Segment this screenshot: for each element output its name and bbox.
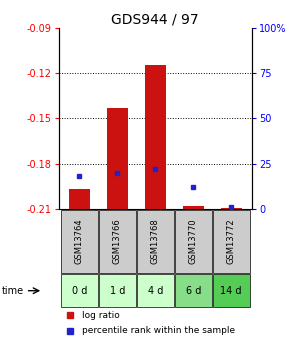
FancyBboxPatch shape: [212, 274, 250, 307]
Text: percentile rank within the sample: percentile rank within the sample: [82, 326, 235, 335]
FancyBboxPatch shape: [99, 210, 136, 273]
Bar: [221, 208, 241, 209]
FancyBboxPatch shape: [175, 274, 212, 307]
Text: 4 d: 4 d: [148, 286, 163, 296]
Bar: [107, 108, 128, 209]
FancyBboxPatch shape: [137, 274, 174, 307]
Text: 1 d: 1 d: [110, 286, 125, 296]
Text: 14 d: 14 d: [220, 286, 242, 296]
Bar: [183, 206, 204, 209]
FancyBboxPatch shape: [175, 210, 212, 273]
Title: GDS944 / 97: GDS944 / 97: [111, 12, 199, 27]
FancyBboxPatch shape: [137, 210, 174, 273]
FancyBboxPatch shape: [61, 210, 98, 273]
FancyBboxPatch shape: [61, 274, 98, 307]
Text: GSM13768: GSM13768: [151, 218, 160, 264]
Text: GSM13766: GSM13766: [113, 218, 122, 264]
Text: GSM13764: GSM13764: [75, 218, 84, 264]
Text: GSM13772: GSM13772: [226, 218, 236, 264]
Bar: [69, 189, 90, 209]
Bar: [145, 66, 166, 209]
Text: 6 d: 6 d: [185, 286, 201, 296]
FancyBboxPatch shape: [99, 274, 136, 307]
FancyBboxPatch shape: [212, 210, 250, 273]
Text: log ratio: log ratio: [82, 311, 120, 320]
Text: GSM13770: GSM13770: [189, 218, 198, 264]
Text: 0 d: 0 d: [72, 286, 87, 296]
Text: time: time: [2, 286, 24, 296]
